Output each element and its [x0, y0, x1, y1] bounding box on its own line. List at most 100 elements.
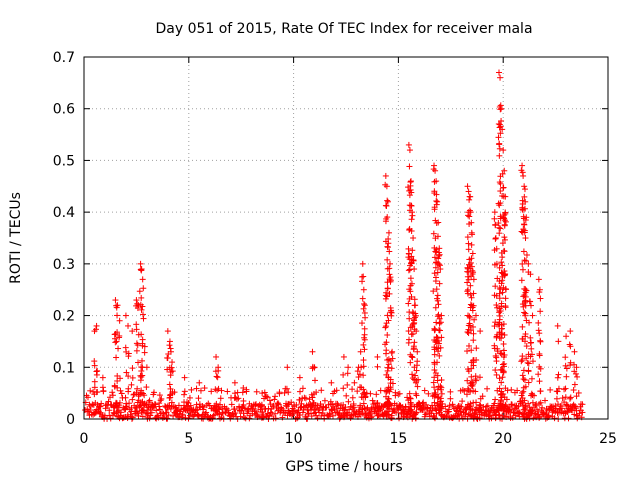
data-point: [449, 401, 456, 408]
data-point: [465, 246, 472, 253]
data-point: [465, 188, 472, 195]
data-point: [402, 403, 409, 410]
data-point: [314, 415, 321, 422]
data-point: [518, 392, 525, 399]
data-point: [168, 364, 175, 371]
data-point: [164, 328, 171, 335]
data-point: [466, 213, 473, 220]
x-tick-label: 10: [285, 431, 303, 447]
data-point: [233, 396, 240, 403]
data-point: [284, 364, 291, 371]
data-point: [497, 74, 504, 81]
data-point: [272, 393, 279, 400]
data-point: [105, 398, 112, 405]
data-point: [289, 411, 296, 418]
data-point: [384, 332, 391, 339]
data-point: [255, 413, 262, 420]
data-point: [266, 397, 273, 404]
data-point: [87, 403, 94, 410]
data-point: [435, 301, 442, 308]
data-point: [167, 405, 174, 412]
data-point: [535, 371, 542, 378]
data-point: [253, 388, 260, 395]
data-point: [527, 339, 534, 346]
data-point: [563, 373, 570, 380]
data-point: [542, 397, 549, 404]
data-point: [133, 321, 140, 328]
data-point: [491, 323, 498, 330]
data-point: [553, 395, 560, 402]
data-point: [203, 409, 210, 416]
data-point: [125, 353, 132, 360]
data-point: [537, 295, 544, 302]
data-point: [431, 270, 438, 277]
data-point: [497, 225, 504, 232]
data-point: [129, 414, 136, 421]
data-point: [519, 266, 526, 273]
data-point: [527, 298, 534, 305]
data-point: [433, 197, 440, 204]
data-point: [135, 412, 142, 419]
data-point: [141, 349, 148, 356]
data-point: [515, 410, 522, 417]
data-point: [520, 376, 527, 383]
data-point: [368, 413, 375, 420]
data-point: [140, 285, 147, 292]
data-point: [129, 365, 136, 372]
data-point: [522, 235, 529, 242]
data-point: [535, 319, 542, 326]
data-point: [122, 344, 129, 351]
data-point: [139, 303, 146, 310]
data-point: [572, 405, 579, 412]
data-point: [195, 412, 202, 419]
data-point: [327, 413, 334, 420]
data-point: [501, 234, 508, 241]
data-point: [311, 377, 318, 384]
data-point: [137, 260, 144, 267]
data-point: [563, 401, 570, 408]
data-point: [187, 402, 194, 409]
data-point: [563, 365, 570, 372]
data-point: [562, 354, 569, 361]
data-point: [436, 280, 443, 287]
data-point: [159, 414, 166, 421]
data-point: [360, 286, 367, 293]
data-point: [405, 267, 412, 274]
data-point: [137, 402, 144, 409]
data-point: [122, 312, 129, 319]
data-point: [210, 412, 217, 419]
data-point: [389, 348, 396, 355]
y-tick-labels: 0 0.1 0.2 0.3 0.4 0.5 0.6 0.7: [53, 50, 75, 428]
data-point: [395, 406, 402, 413]
data-point: [91, 384, 98, 391]
x-axis-label: GPS time / hours: [285, 459, 402, 475]
data-point: [554, 322, 561, 329]
data-point: [382, 172, 389, 179]
data-point: [411, 302, 418, 309]
data-point: [567, 394, 574, 401]
data-point: [407, 359, 414, 366]
data-point: [114, 377, 121, 384]
data-point: [254, 412, 261, 419]
data-point: [357, 411, 364, 418]
data-point: [383, 347, 390, 354]
data-point: [520, 172, 527, 179]
data-point: [571, 381, 578, 388]
data-point: [93, 371, 100, 378]
data-point: [432, 326, 439, 333]
data-point: [456, 408, 463, 415]
data-point: [431, 351, 438, 358]
data-point: [531, 411, 538, 418]
data-point: [496, 140, 503, 147]
data-point: [197, 387, 204, 394]
data-point: [383, 202, 390, 209]
data-point: [523, 251, 530, 258]
x-tick-label: 5: [184, 431, 193, 447]
data-point: [318, 387, 325, 394]
data-point: [217, 395, 224, 402]
data-point: [305, 410, 312, 417]
data-point: [285, 389, 292, 396]
data-point: [129, 374, 136, 381]
data-point: [502, 193, 509, 200]
